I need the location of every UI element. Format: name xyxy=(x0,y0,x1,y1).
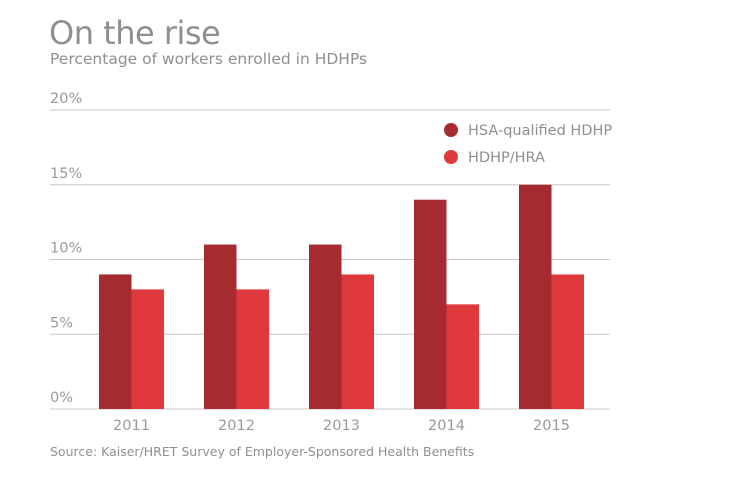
source-note: Source: Kaiser/HRET Survey of Employer-S… xyxy=(50,444,475,459)
bar-hra-2014 xyxy=(446,304,479,409)
bar-hsa-2012 xyxy=(204,244,237,409)
x-tick-label: 2011 xyxy=(113,418,150,434)
y-tick-label: 20% xyxy=(50,91,82,107)
bar-hra-2013 xyxy=(341,274,374,409)
y-tick-label: 5% xyxy=(50,315,73,331)
y-tick-label: 10% xyxy=(50,241,82,257)
bar-hra-2011 xyxy=(131,289,164,409)
bar-hra-2012 xyxy=(236,289,269,409)
x-tick-label: 2012 xyxy=(218,418,255,434)
bar-hsa-2013 xyxy=(309,244,342,409)
bar-hsa-2015 xyxy=(519,184,552,409)
x-tick-label: 2015 xyxy=(533,418,570,434)
chart-subtitle: Percentage of workers enrolled in HDHPs xyxy=(50,50,368,68)
legend-marker xyxy=(444,123,458,137)
legend-label: HSA-qualified HDHP xyxy=(468,123,612,139)
bar-hsa-2014 xyxy=(414,199,447,409)
bar-hsa-2011 xyxy=(99,274,132,409)
y-tick-label: 0% xyxy=(50,390,73,406)
x-tick-label: 2013 xyxy=(323,418,360,434)
chart-title: On the rise xyxy=(49,14,221,52)
x-tick-label: 2014 xyxy=(428,418,465,434)
legend-label: HDHP/HRA xyxy=(468,150,545,166)
y-tick-label: 15% xyxy=(50,166,82,182)
bar-hra-2015 xyxy=(551,274,584,409)
legend-marker xyxy=(444,150,458,164)
